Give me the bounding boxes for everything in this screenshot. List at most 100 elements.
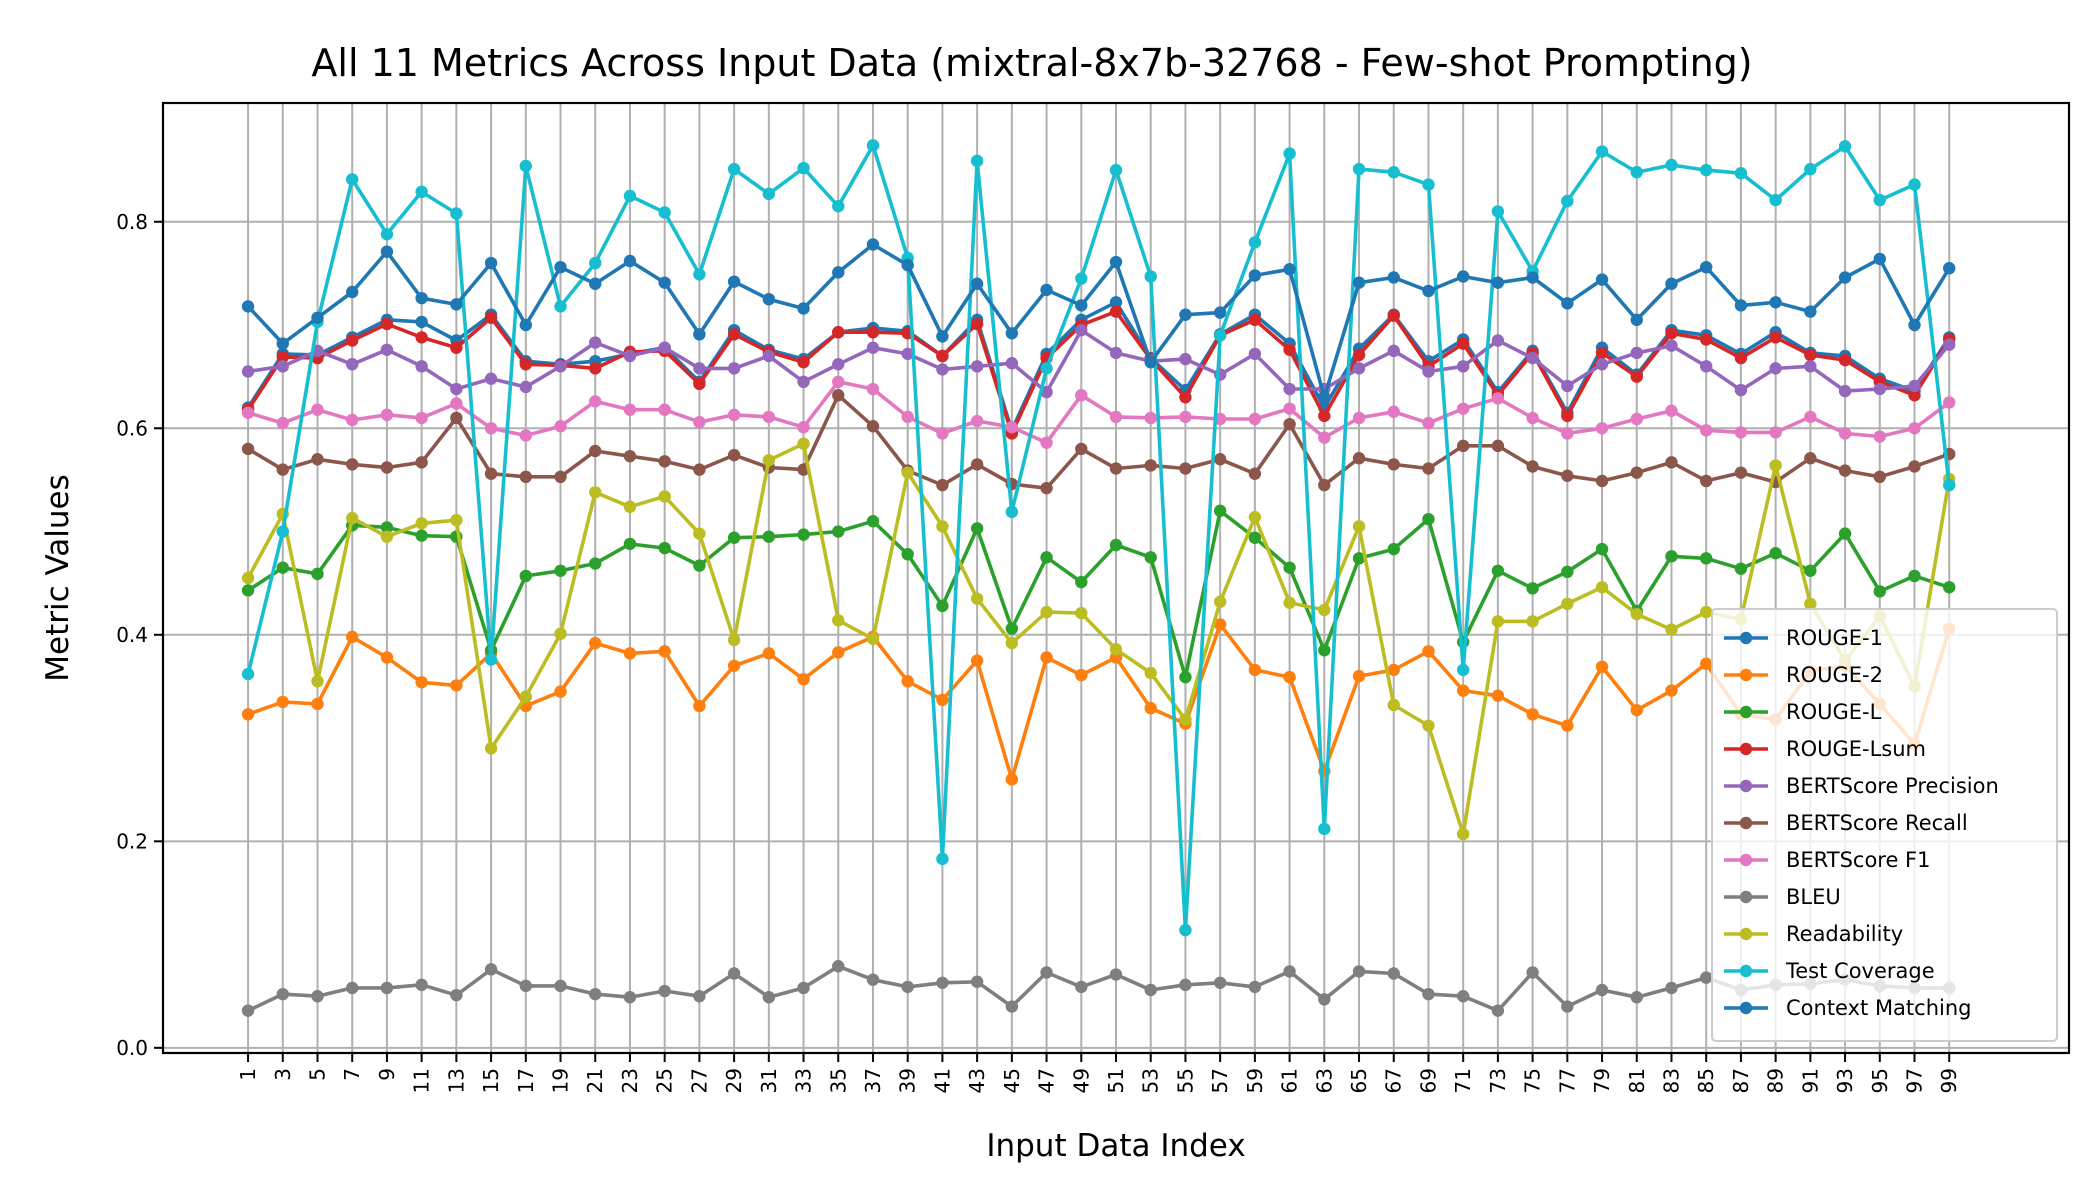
x-tick-label: 47 <box>1035 1068 1059 1093</box>
data-point <box>1318 603 1331 617</box>
data-point <box>1352 362 1366 375</box>
data-point <box>727 448 741 462</box>
x-tick-label: 51 <box>1104 1068 1128 1093</box>
data-point <box>519 429 532 442</box>
data-point <box>727 659 741 672</box>
data-point <box>1804 452 1817 465</box>
data-point <box>1491 439 1505 453</box>
legend-swatch-marker <box>1739 890 1753 904</box>
data-point <box>1665 550 1678 563</box>
data-point <box>901 258 914 272</box>
data-point <box>1352 348 1366 362</box>
data-point <box>1005 421 1019 434</box>
data-point <box>970 522 984 535</box>
data-point <box>970 458 984 471</box>
x-tick-label: 31 <box>757 1068 781 1093</box>
data-point <box>1943 396 1956 409</box>
data-point <box>554 564 567 577</box>
y-axis-ticks: 0.0 0.2 0.4 0.6 0.8 <box>116 210 163 1060</box>
data-point <box>1109 643 1123 656</box>
data-point <box>1630 607 1643 621</box>
data-point <box>1561 565 1574 579</box>
data-point <box>832 614 845 627</box>
data-point <box>1422 178 1435 191</box>
data-point <box>1352 669 1366 683</box>
data-point <box>623 254 637 268</box>
data-point <box>970 592 984 605</box>
data-point <box>1248 980 1262 994</box>
legend-swatch-marker <box>1739 927 1753 941</box>
x-tick-label: 81 <box>1625 1068 1649 1093</box>
data-point <box>832 646 845 659</box>
series-test-coverage <box>241 139 1956 937</box>
data-point <box>693 463 706 476</box>
data-point <box>1109 255 1123 269</box>
data-point <box>1873 585 1886 598</box>
data-point <box>1318 431 1331 444</box>
data-point <box>797 528 810 541</box>
data-point <box>1491 1004 1505 1017</box>
data-point <box>1769 296 1782 309</box>
data-point <box>380 530 394 543</box>
x-tick-label: 43 <box>965 1068 989 1093</box>
data-point <box>1144 701 1157 715</box>
data-point <box>1595 346 1609 360</box>
data-point <box>519 690 532 703</box>
data-point <box>1665 623 1678 636</box>
data-point <box>346 630 359 644</box>
series-bertscore-f1 <box>241 375 1956 449</box>
data-point <box>1804 348 1817 362</box>
data-point <box>797 355 810 369</box>
data-point <box>762 991 776 1004</box>
data-point <box>1561 719 1574 732</box>
legend-entry: BERTScore Recall <box>1724 811 1968 835</box>
data-point <box>380 981 394 995</box>
data-point <box>1144 551 1157 564</box>
data-point <box>1456 684 1470 697</box>
data-point <box>970 154 984 168</box>
legend-box <box>1711 608 2058 1042</box>
data-point <box>832 358 845 371</box>
data-point <box>1318 822 1331 836</box>
data-point <box>1213 453 1227 466</box>
data-point <box>1804 360 1817 373</box>
data-point <box>658 403 671 416</box>
data-point <box>415 331 428 344</box>
data-point <box>797 672 810 686</box>
legend: ROUGE-1 ROUGE-2 ROUGE-L ROUGE-Lsum BERTScore… <box>1711 608 2058 1042</box>
data-point <box>415 517 428 530</box>
data-point <box>450 341 463 354</box>
data-point <box>1179 410 1192 424</box>
data-point <box>1769 426 1782 439</box>
data-point <box>1075 980 1088 994</box>
data-point <box>450 207 463 220</box>
data-point <box>1734 426 1748 439</box>
data-point <box>832 375 845 389</box>
data-point <box>1422 512 1435 526</box>
data-point <box>450 679 463 692</box>
x-axis-ticks: 1 3 5 7 9 11 13 15 17 19 21 23 25 27 29 31 33 35 37 39 41 43 4… <box>236 1053 1961 1093</box>
data-point <box>1283 561 1296 574</box>
data-point <box>936 976 949 989</box>
series-line <box>246 441 1951 836</box>
data-point <box>1456 402 1470 415</box>
data-point <box>450 988 463 1002</box>
data-point <box>311 311 324 324</box>
data-point <box>1943 478 1956 492</box>
data-point <box>589 557 602 570</box>
data-point <box>589 486 602 499</box>
data-point <box>1561 597 1574 611</box>
data-point <box>1179 391 1192 404</box>
data-point <box>623 991 637 1004</box>
legend-label: ROUGE-L <box>1786 700 1882 724</box>
data-point <box>693 415 706 429</box>
legend-swatch-marker <box>1739 668 1753 682</box>
data-point <box>1283 263 1296 276</box>
data-point <box>1387 344 1400 358</box>
data-point <box>1665 981 1678 995</box>
data-point <box>727 362 741 375</box>
data-point <box>276 561 289 574</box>
data-point <box>415 978 428 992</box>
data-point <box>1387 967 1400 980</box>
